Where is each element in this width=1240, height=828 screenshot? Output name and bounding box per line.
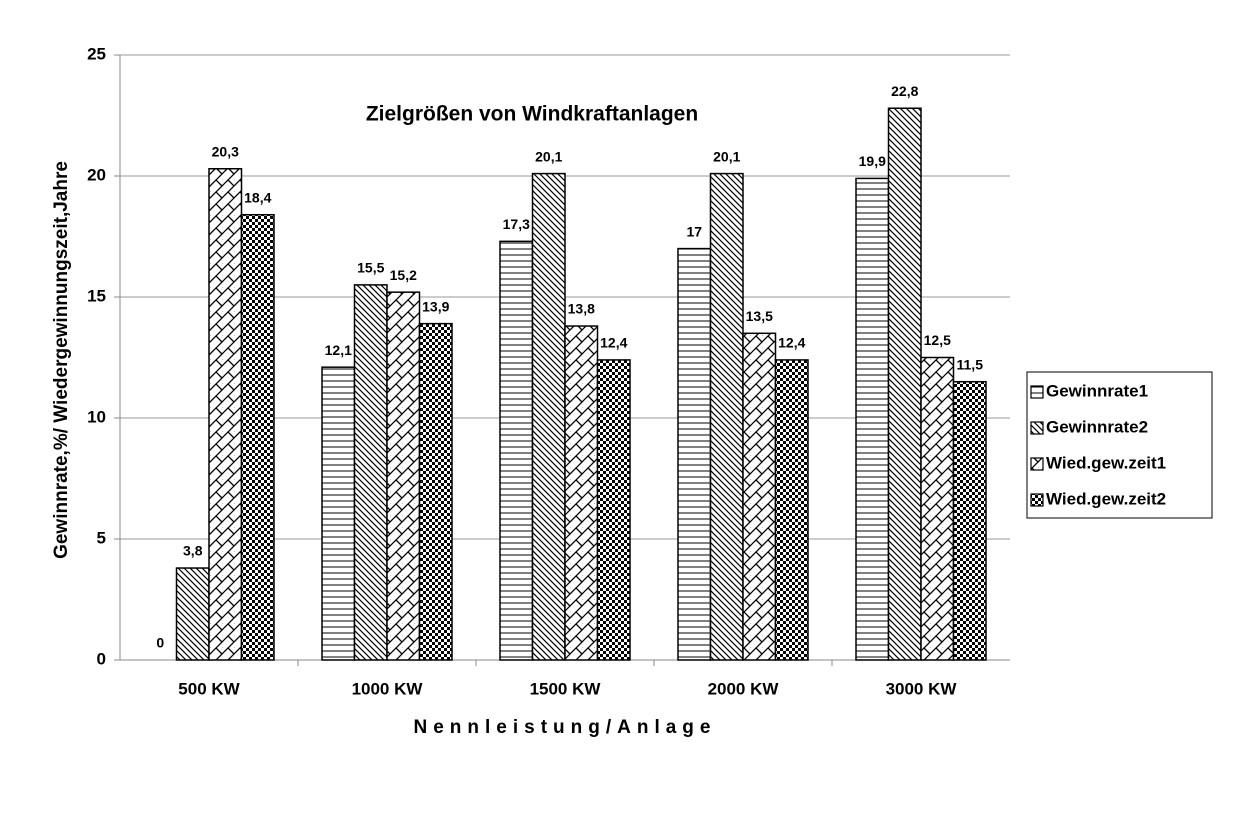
value-label: 12,1 — [325, 342, 352, 358]
x-axis-label: Nennleistung/Anlage — [414, 717, 717, 738]
legend-box — [1026, 371, 1213, 519]
value-label: 15,2 — [390, 267, 417, 283]
bar — [952, 380, 987, 661]
value-label: 13,8 — [568, 301, 595, 317]
bar — [742, 332, 777, 661]
y-tick-label: 20 — [87, 165, 106, 184]
y-tick-label: 5 — [97, 528, 106, 547]
x-tick-label: 3000 KW — [886, 679, 958, 698]
x-tick-label: 1000 KW — [352, 679, 424, 698]
value-label: 12,4 — [600, 335, 627, 351]
y-tick-label: 0 — [97, 649, 106, 668]
value-label: 0 — [156, 635, 164, 651]
bar — [887, 107, 922, 661]
bar — [353, 284, 388, 661]
y-axis-label: Gewinnrate,%/ Wiedergewinnungszeit,Jahre — [51, 161, 72, 559]
legend-label: Wied.gew.zeit2 — [1046, 489, 1166, 508]
y-tick-label: 25 — [87, 44, 106, 63]
bar — [240, 213, 275, 661]
x-tick-label: 500 KW — [178, 679, 240, 698]
value-label: 17 — [686, 223, 702, 239]
value-label: 11,5 — [957, 356, 984, 372]
bar — [499, 240, 534, 661]
value-label: 13,9 — [422, 298, 449, 314]
legend-swatch — [1030, 457, 1044, 471]
bar — [418, 322, 453, 661]
bar — [596, 359, 631, 661]
bar — [564, 325, 599, 661]
bar — [855, 177, 890, 661]
value-label: 18,4 — [244, 189, 271, 205]
bar — [709, 172, 744, 661]
value-label: 3,8 — [183, 543, 203, 559]
value-label: 12,5 — [924, 332, 951, 348]
value-label: 20,1 — [713, 148, 740, 164]
bar — [920, 356, 955, 661]
legend-label: Wied.gew.zeit1 — [1046, 453, 1166, 472]
bar — [677, 247, 712, 661]
legend-label: Gewinnrate2 — [1046, 417, 1148, 436]
x-tick-label: 1500 KW — [530, 679, 602, 698]
x-tick-label: 2000 KW — [708, 679, 780, 698]
value-label: 12,4 — [778, 335, 805, 351]
bar — [175, 567, 210, 661]
legend-swatch — [1030, 493, 1044, 507]
bar — [774, 359, 809, 661]
legend-swatch — [1030, 385, 1044, 399]
bar — [531, 172, 566, 661]
value-label: 22,8 — [891, 83, 918, 99]
bar — [208, 167, 243, 661]
y-tick-label: 15 — [87, 286, 106, 305]
bar — [386, 291, 421, 661]
y-tick-label: 10 — [87, 407, 106, 426]
value-label: 17,3 — [503, 216, 530, 232]
value-label: 20,1 — [535, 148, 562, 164]
chart-title: Zielgrößen von Windkraftanlagen — [366, 103, 698, 126]
legend-label: Gewinnrate1 — [1046, 381, 1148, 400]
legend-swatch — [1030, 421, 1044, 435]
value-label: 15,5 — [357, 260, 384, 276]
value-label: 19,9 — [859, 153, 886, 169]
value-label: 20,3 — [212, 143, 239, 159]
bar — [321, 366, 356, 661]
value-label: 13,5 — [746, 308, 773, 324]
